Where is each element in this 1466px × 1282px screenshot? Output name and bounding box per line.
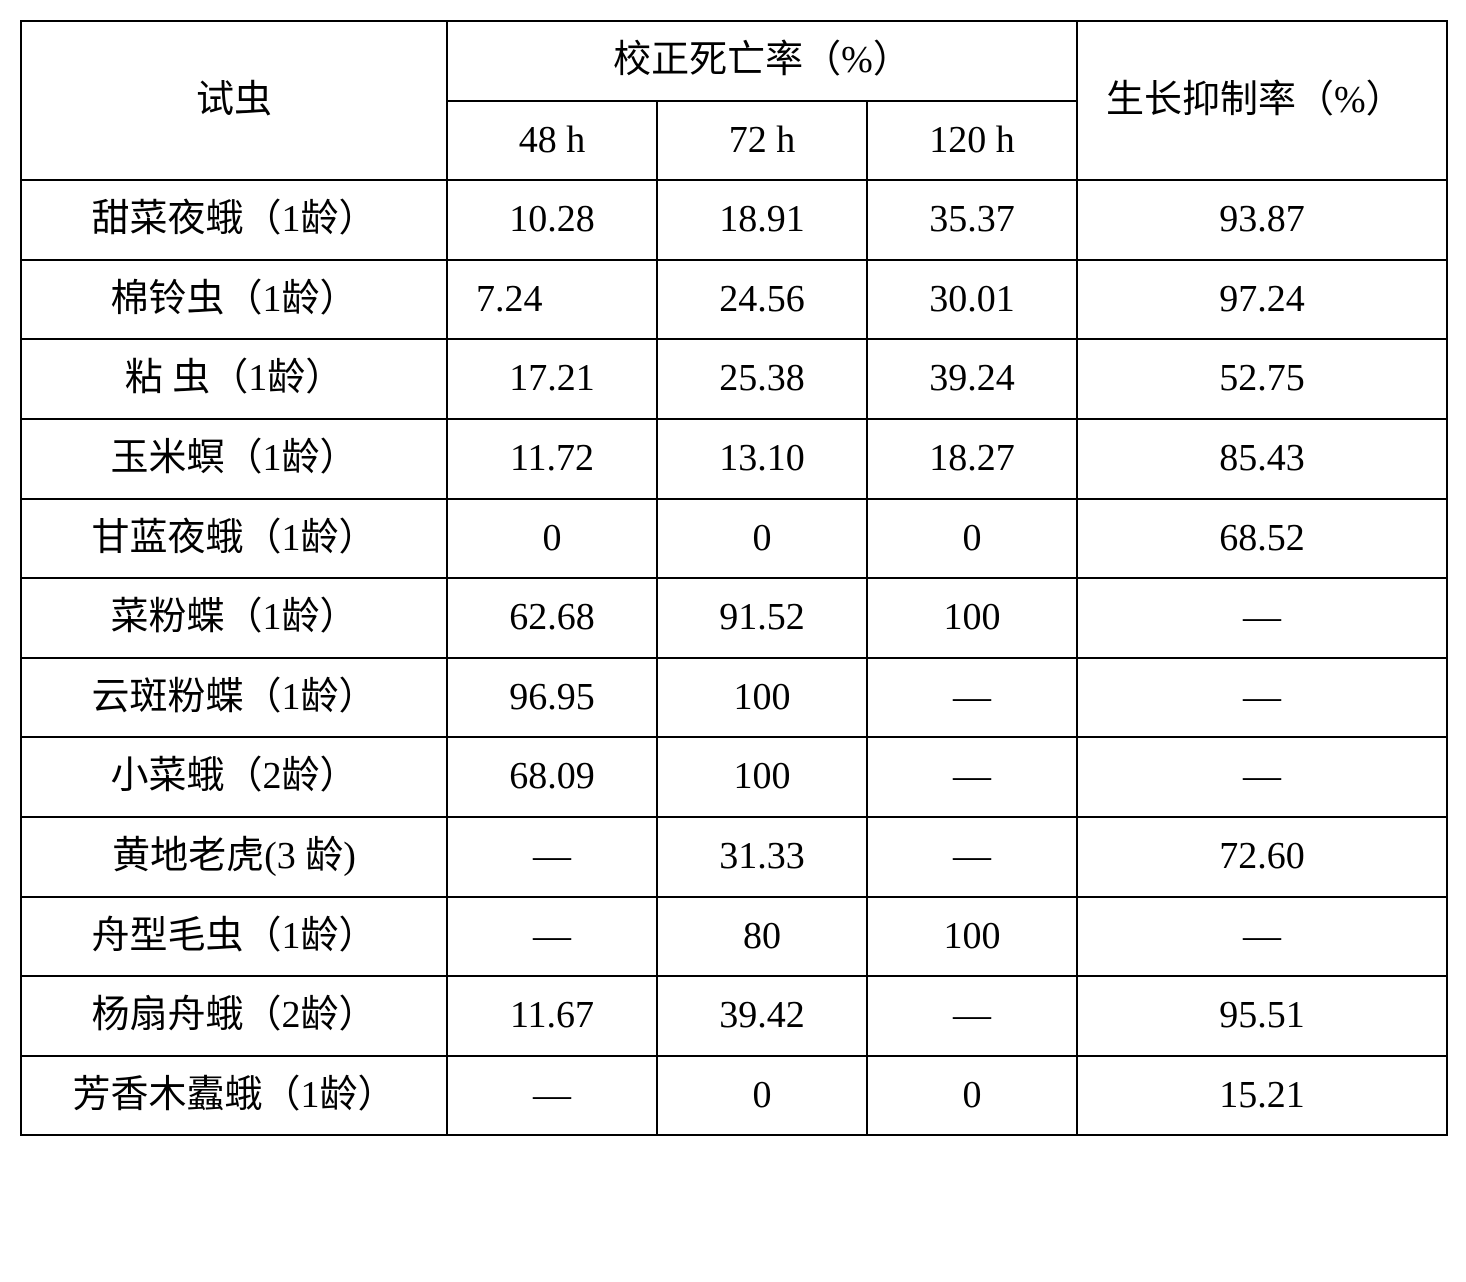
cell-growth: 15.21: [1077, 1056, 1447, 1136]
cell-120h: —: [867, 737, 1077, 817]
cell-48h: 10.28: [447, 180, 657, 260]
header-insect: 试虫: [21, 21, 447, 180]
table-row: 粘 虫（1龄）17.2125.3839.2452.75: [21, 339, 1447, 419]
cell-120h: 100: [867, 897, 1077, 977]
header-72h: 72 h: [657, 101, 867, 181]
cell-growth: 97.24: [1077, 260, 1447, 340]
mortality-table: 试虫 校正死亡率（%） 生长抑制率（%） 48 h 72 h 120 h 甜菜夜…: [20, 20, 1448, 1136]
table-row: 玉米螟（1龄）11.7213.1018.2785.43: [21, 419, 1447, 499]
table-row: 芳香木蠹蛾（1龄）—0015.21: [21, 1056, 1447, 1136]
header-growth: 生长抑制率（%）: [1077, 21, 1447, 180]
cell-growth: —: [1077, 658, 1447, 738]
cell-48h: 7.24: [447, 260, 657, 340]
cell-growth: —: [1077, 737, 1447, 817]
table-row: 舟型毛虫（1龄）—80100—: [21, 897, 1447, 977]
cell-72h: 31.33: [657, 817, 867, 897]
cell-72h: 24.56: [657, 260, 867, 340]
cell-insect: 云斑粉蝶（1龄）: [21, 658, 447, 738]
cell-growth: 93.87: [1077, 180, 1447, 260]
header-120h: 120 h: [867, 101, 1077, 181]
cell-120h: —: [867, 976, 1077, 1056]
cell-120h: —: [867, 658, 1077, 738]
cell-growth: 72.60: [1077, 817, 1447, 897]
cell-growth: 85.43: [1077, 419, 1447, 499]
cell-48h: 17.21: [447, 339, 657, 419]
cell-120h: 35.37: [867, 180, 1077, 260]
cell-72h: 0: [657, 499, 867, 579]
cell-growth: 52.75: [1077, 339, 1447, 419]
header-row-1: 试虫 校正死亡率（%） 生长抑制率（%）: [21, 21, 1447, 101]
cell-growth: 68.52: [1077, 499, 1447, 579]
cell-48h: —: [447, 897, 657, 977]
cell-120h: 30.01: [867, 260, 1077, 340]
cell-insect: 玉米螟（1龄）: [21, 419, 447, 499]
cell-insect: 粘 虫（1龄）: [21, 339, 447, 419]
cell-72h: 25.38: [657, 339, 867, 419]
cell-120h: 0: [867, 1056, 1077, 1136]
cell-48h: 0: [447, 499, 657, 579]
table-row: 甘蓝夜蛾（1龄）00068.52: [21, 499, 1447, 579]
cell-48h: —: [447, 817, 657, 897]
cell-insect: 棉铃虫（1龄）: [21, 260, 447, 340]
table-row: 小菜蛾（2龄）68.09100——: [21, 737, 1447, 817]
cell-growth: —: [1077, 897, 1447, 977]
cell-insect: 芳香木蠹蛾（1龄）: [21, 1056, 447, 1136]
table-row: 杨扇舟蛾（2龄）11.6739.42—95.51: [21, 976, 1447, 1056]
header-48h: 48 h: [447, 101, 657, 181]
cell-insect: 甜菜夜蛾（1龄）: [21, 180, 447, 260]
table-head: 试虫 校正死亡率（%） 生长抑制率（%） 48 h 72 h 120 h: [21, 21, 1447, 180]
cell-growth: 95.51: [1077, 976, 1447, 1056]
table-row: 菜粉蝶（1龄）62.6891.52100—: [21, 578, 1447, 658]
cell-48h: 11.72: [447, 419, 657, 499]
cell-120h: 100: [867, 578, 1077, 658]
cell-120h: —: [867, 817, 1077, 897]
table-row: 云斑粉蝶（1龄）96.95100——: [21, 658, 1447, 738]
cell-72h: 100: [657, 658, 867, 738]
cell-120h: 39.24: [867, 339, 1077, 419]
cell-72h: 39.42: [657, 976, 867, 1056]
table-row: 黄地老虎(3 龄)—31.33—72.60: [21, 817, 1447, 897]
table-row: 棉铃虫（1龄）7.2424.5630.0197.24: [21, 260, 1447, 340]
cell-insect: 甘蓝夜蛾（1龄）: [21, 499, 447, 579]
cell-72h: 100: [657, 737, 867, 817]
cell-72h: 91.52: [657, 578, 867, 658]
cell-48h: —: [447, 1056, 657, 1136]
cell-120h: 18.27: [867, 419, 1077, 499]
cell-insect: 舟型毛虫（1龄）: [21, 897, 447, 977]
cell-48h: 68.09: [447, 737, 657, 817]
cell-insect: 杨扇舟蛾（2龄）: [21, 976, 447, 1056]
cell-72h: 80: [657, 897, 867, 977]
cell-insect: 小菜蛾（2龄）: [21, 737, 447, 817]
header-mortality: 校正死亡率（%）: [447, 21, 1077, 101]
cell-48h: 96.95: [447, 658, 657, 738]
cell-72h: 18.91: [657, 180, 867, 260]
cell-48h: 11.67: [447, 976, 657, 1056]
cell-insect: 黄地老虎(3 龄): [21, 817, 447, 897]
cell-72h: 0: [657, 1056, 867, 1136]
table-body: 甜菜夜蛾（1龄）10.2818.9135.3793.87棉铃虫（1龄）7.242…: [21, 180, 1447, 1135]
cell-72h: 13.10: [657, 419, 867, 499]
table-row: 甜菜夜蛾（1龄）10.2818.9135.3793.87: [21, 180, 1447, 260]
cell-120h: 0: [867, 499, 1077, 579]
cell-48h: 62.68: [447, 578, 657, 658]
cell-insect: 菜粉蝶（1龄）: [21, 578, 447, 658]
cell-growth: —: [1077, 578, 1447, 658]
